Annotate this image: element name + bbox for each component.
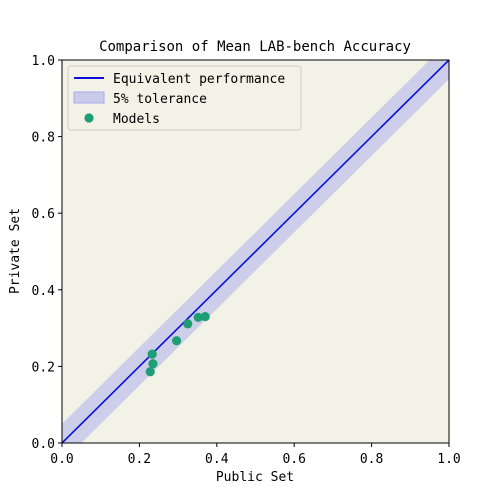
legend-band-swatch <box>73 91 105 104</box>
x-tick-label: 0.4 <box>205 452 229 467</box>
y-axis-label: Private Set <box>8 208 23 294</box>
model-point <box>145 367 155 377</box>
x-tick-label: 0.6 <box>282 452 305 467</box>
chart-title: Comparison of Mean LAB-bench Accuracy <box>99 39 411 55</box>
x-axis: 0.0 0.2 0.4 0.6 0.8 1.0 <box>50 443 461 467</box>
x-axis-label: Public Set <box>216 470 294 485</box>
y-tick-label: 0.4 <box>32 284 56 299</box>
y-tick-label: 0.0 <box>32 437 55 452</box>
x-tick-label: 0.0 <box>50 452 73 467</box>
y-tick-label: 0.6 <box>32 207 55 222</box>
legend-marker-swatch <box>84 113 94 123</box>
model-point <box>147 349 157 359</box>
y-tick-label: 0.2 <box>32 360 55 375</box>
model-point <box>183 319 193 329</box>
legend-label: Models <box>113 112 160 127</box>
x-tick-label: 0.2 <box>128 452 151 467</box>
x-tick-label: 0.8 <box>360 452 383 467</box>
model-point <box>200 312 210 322</box>
y-tick-label: 0.8 <box>32 131 55 146</box>
y-axis: 0.0 0.2 0.4 0.6 0.8 1.0 <box>32 54 62 452</box>
x-tick-label: 1.0 <box>437 452 460 467</box>
y-tick-label: 1.0 <box>32 54 55 69</box>
model-point <box>171 336 182 346</box>
model-point <box>148 359 158 369</box>
plot-frame <box>61 59 450 444</box>
legend: Equivalent performance 5% tolerance Models <box>67 65 302 131</box>
legend-label: Equivalent performance <box>113 72 285 87</box>
legend-label: 5% tolerance <box>113 92 207 107</box>
legend-box <box>67 65 302 131</box>
equivalent-performance-line <box>62 60 449 443</box>
model-point <box>193 312 203 322</box>
